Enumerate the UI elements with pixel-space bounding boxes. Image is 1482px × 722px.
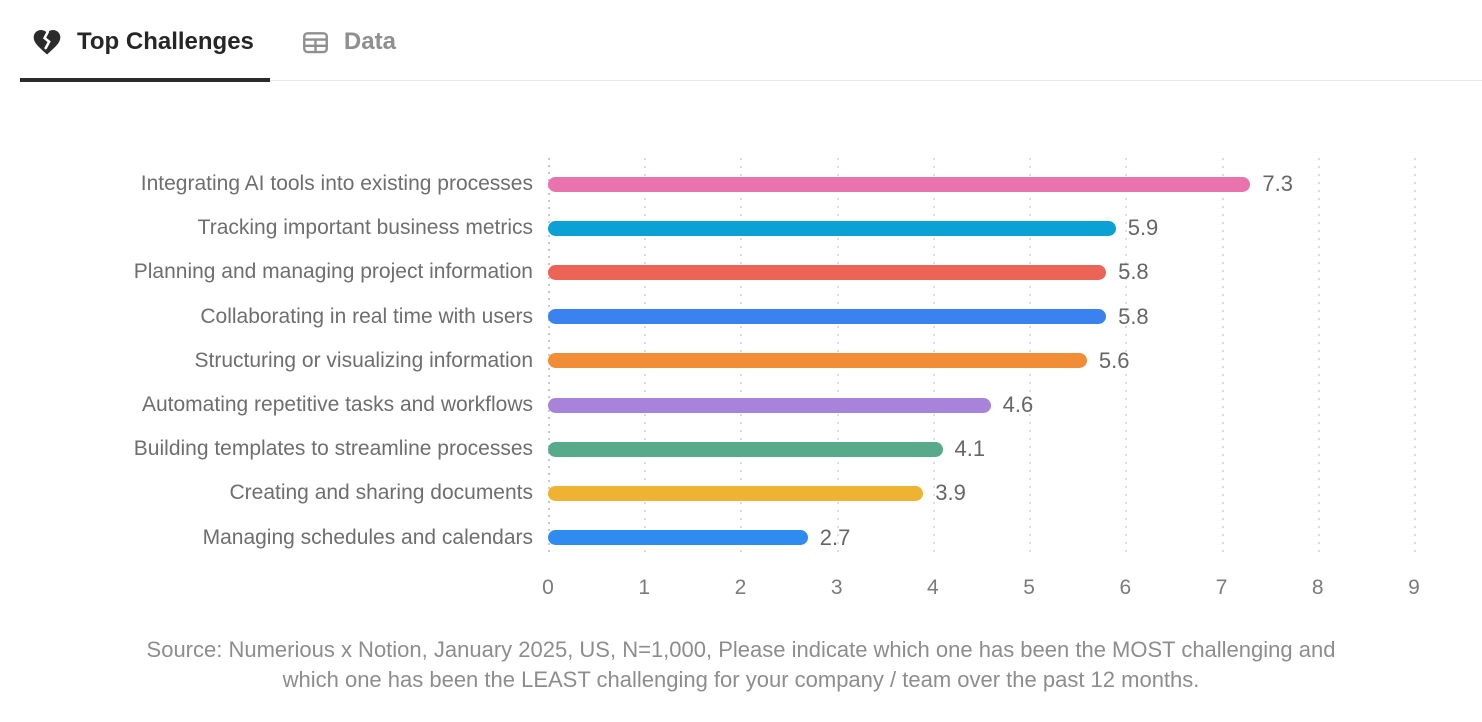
tab-label: Top Challenges bbox=[77, 28, 254, 55]
value-label: 5.9 bbox=[1127, 215, 1159, 241]
bar bbox=[548, 264, 1107, 280]
value-label: 5.8 bbox=[1118, 303, 1149, 329]
value-label: 3.9 bbox=[935, 480, 966, 506]
category-label: Tracking important business metrics bbox=[197, 216, 533, 240]
source-line-1: Source: Numerious x Notion, January 2025… bbox=[146, 637, 1336, 662]
bar-row: Structuring or visualizing information 5.… bbox=[0, 339, 1482, 383]
value-label: 4.6 bbox=[1002, 392, 1034, 418]
gridline bbox=[1125, 158, 1128, 557]
bar-row: Creating and sharing documents 3.9 bbox=[0, 471, 1482, 515]
gridline bbox=[1317, 158, 1320, 557]
x-tick-label: 0 bbox=[542, 576, 554, 599]
value-label: 2.7 bbox=[819, 524, 851, 550]
x-tick-label: 1 bbox=[638, 576, 651, 599]
x-tick-label: 8 bbox=[1311, 576, 1324, 599]
tab-bar: Top Challenges Data bbox=[20, 0, 1482, 82]
source-note: Source: Numerious x Notion, January 2025… bbox=[0, 635, 1482, 695]
x-axis: 0 1 2 3 4 5 6 7 8 9 bbox=[0, 576, 1482, 604]
value-label: 5.8 bbox=[1118, 259, 1149, 285]
bar bbox=[548, 353, 1087, 369]
x-tick-label: 2 bbox=[734, 576, 747, 599]
bar bbox=[548, 397, 991, 413]
bar-row: Tracking important business metrics 5.9 bbox=[0, 206, 1482, 250]
x-tick-label: 4 bbox=[927, 576, 939, 599]
category-label: Structuring or visualizing information bbox=[194, 348, 533, 372]
category-label: Creating and sharing documents bbox=[229, 481, 533, 505]
tab-top-challenges[interactable]: Top Challenges bbox=[20, 26, 270, 82]
value-label: 4.1 bbox=[954, 436, 986, 462]
broken-heart-icon bbox=[30, 26, 64, 58]
category-label: Collaborating in real time with users bbox=[200, 304, 533, 328]
bar bbox=[548, 309, 1107, 325]
x-tick-label: 3 bbox=[830, 576, 843, 599]
source-line-2: which one has been the LEAST challenging… bbox=[282, 667, 1200, 692]
bar-rows: Integrating AI tools into existing proce… bbox=[0, 162, 1482, 560]
bar bbox=[548, 176, 1251, 192]
category-label: Automating repetitive tasks and workflow… bbox=[141, 393, 533, 417]
bar bbox=[548, 485, 924, 501]
bar-row: Collaborating in real time with users 5.8 bbox=[0, 295, 1482, 339]
gridline bbox=[1221, 158, 1224, 557]
bar-row: Building templates to streamline process… bbox=[0, 427, 1482, 471]
bar-row: Managing schedules and calendars 2.7 bbox=[0, 516, 1482, 560]
x-tick-label: 5 bbox=[1023, 576, 1035, 599]
category-label: Planning and managing project informatio… bbox=[133, 260, 533, 284]
value-label: 5.6 bbox=[1098, 347, 1130, 373]
x-tick-label: 6 bbox=[1119, 576, 1132, 599]
bar bbox=[548, 530, 808, 546]
category-label: Integrating AI tools into existing proce… bbox=[140, 172, 533, 196]
x-tick-label: 7 bbox=[1215, 576, 1228, 599]
bar-row: Automating repetitive tasks and workflow… bbox=[0, 383, 1482, 427]
category-label: Managing schedules and calendars bbox=[202, 525, 533, 549]
value-label: 7.3 bbox=[1262, 171, 1294, 197]
category-label: Building templates to streamline process… bbox=[133, 437, 533, 461]
table-icon bbox=[300, 27, 331, 57]
bar-row: Planning and managing project informatio… bbox=[0, 250, 1482, 294]
tab-label: Data bbox=[343, 28, 396, 55]
bar bbox=[548, 220, 1116, 236]
tab-data[interactable]: Data bbox=[300, 26, 400, 80]
x-tick-label: 9 bbox=[1408, 576, 1420, 599]
bar-row: Integrating AI tools into existing proce… bbox=[0, 162, 1482, 206]
gridline bbox=[1414, 158, 1416, 557]
bar bbox=[548, 441, 943, 457]
